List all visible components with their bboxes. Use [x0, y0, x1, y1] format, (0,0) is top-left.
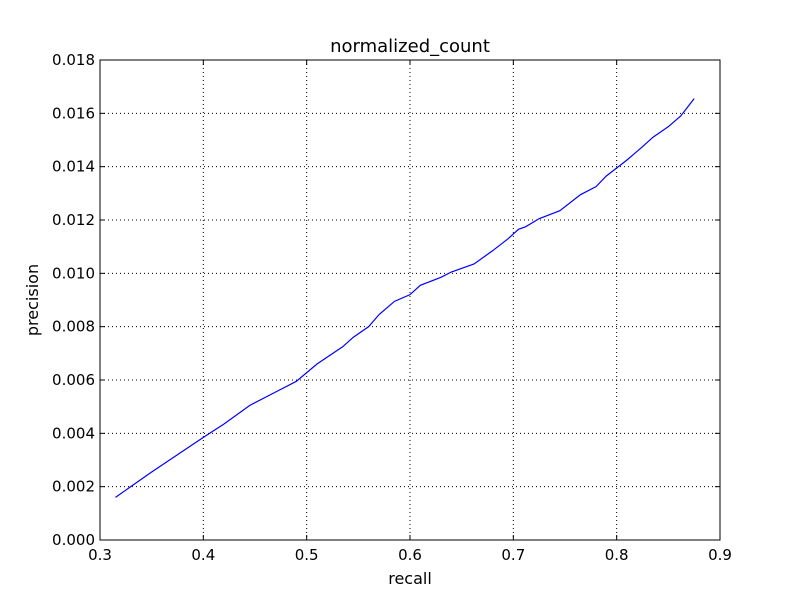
x-tick-label: 0.3	[88, 546, 112, 564]
y-axis-label: precision	[23, 264, 42, 336]
x-tick-label: 0.9	[708, 546, 732, 564]
series-layer	[115, 98, 695, 498]
y-tick-label: 0.004	[52, 424, 95, 442]
y-tick-label: 0.000	[52, 531, 95, 549]
y-tick-label: 0.012	[52, 211, 95, 229]
series-line	[115, 98, 695, 498]
x-tick-labels: 0.3 0.4 0.5 0.6 0.7 0.8 0.9	[88, 546, 732, 564]
y-tick-label: 0.018	[52, 51, 95, 69]
y-tick-label: 0.006	[52, 371, 95, 389]
y-tick-label: 0.010	[52, 264, 95, 282]
x-tick-label: 0.8	[605, 546, 629, 564]
y-tick-label: 0.014	[52, 158, 95, 176]
y-tick-label: 0.016	[52, 104, 95, 122]
chart-title: normalized_count	[330, 36, 490, 57]
y-tick-label: 0.008	[52, 318, 95, 336]
x-tick-label: 0.4	[191, 546, 215, 564]
x-tick-label: 0.6	[398, 546, 422, 564]
y-tick-label: 0.002	[52, 478, 95, 496]
x-axis-label: recall	[388, 569, 432, 588]
ticks	[99, 59, 721, 541]
x-tick-label: 0.5	[295, 546, 319, 564]
x-tick-label: 0.7	[501, 546, 525, 564]
y-tick-labels: 0.000 0.002 0.004 0.006 0.008 0.010 0.012 0.014…	[52, 51, 95, 549]
